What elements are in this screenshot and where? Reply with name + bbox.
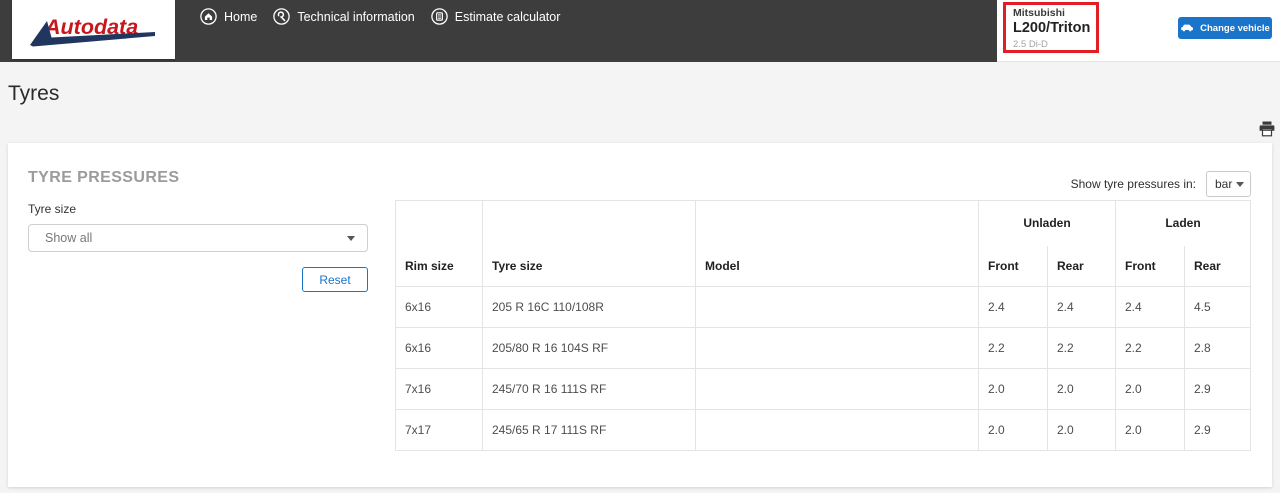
group-header-laden: Laden — [1115, 200, 1251, 246]
cell-laden-rear: 2.9 — [1184, 368, 1251, 410]
cell-model — [695, 368, 979, 410]
vehicle-model: L200/Triton — [1013, 20, 1091, 37]
home-icon — [200, 8, 217, 25]
col-header-model: Model — [695, 200, 979, 287]
table-row: 7x17 245/65 R 17 111S RF 2.0 2.0 2.0 2.9 — [395, 409, 1251, 451]
reset-button[interactable]: Reset — [302, 267, 368, 292]
col-header-tyre-size: Tyre size — [482, 200, 696, 287]
app-header: Autodata Home Technical information — [0, 0, 1280, 62]
chevron-down-icon — [347, 235, 355, 241]
tyre-pressure-table: Rim size Tyre size Model Unladen Laden F… — [395, 200, 1251, 451]
cell-unladen-front: 2.2 — [978, 327, 1048, 369]
col-header-rim-size: Rim size — [395, 200, 483, 287]
card-title: TYRE PRESSURES — [28, 169, 180, 186]
printer-icon[interactable] — [1259, 121, 1275, 137]
cell-unladen-front: 2.0 — [978, 368, 1048, 410]
cell-model — [695, 327, 979, 369]
cell-laden-front: 2.0 — [1115, 368, 1185, 410]
cell-model — [695, 286, 979, 328]
nav-item-estimate-calculator[interactable]: Estimate calculator — [431, 8, 561, 25]
cell-tyre-size: 205/80 R 16 104S RF — [482, 327, 696, 369]
cell-unladen-rear: 2.2 — [1047, 327, 1116, 369]
cell-model — [695, 409, 979, 451]
calculator-icon — [431, 8, 448, 25]
cell-rim-size: 7x16 — [395, 368, 483, 410]
cell-rim-size: 6x16 — [395, 327, 483, 369]
cell-unladen-rear: 2.0 — [1047, 368, 1116, 410]
tyre-size-filter-label: Tyre size — [28, 202, 77, 216]
cell-unladen-front: 2.0 — [978, 409, 1048, 451]
cell-unladen-rear: 2.0 — [1047, 409, 1116, 451]
cell-unladen-rear: 2.4 — [1047, 286, 1116, 328]
tyre-pressure-table-wrap: Rim size Tyre size Model Unladen Laden F… — [395, 200, 1251, 451]
cell-rim-size: 6x16 — [395, 286, 483, 328]
table-row: 6x16 205/80 R 16 104S RF 2.2 2.2 2.2 2.8 — [395, 327, 1251, 369]
col-header-laden-front: Front — [1115, 245, 1185, 287]
change-vehicle-label: Change vehicle — [1200, 22, 1270, 34]
tyre-pressures-card: TYRE PRESSURES Show tyre pressures in: b… — [8, 143, 1272, 487]
cell-laden-front: 2.2 — [1115, 327, 1185, 369]
cell-laden-rear: 2.9 — [1184, 409, 1251, 451]
unit-label: Show tyre pressures in: — [1070, 177, 1196, 191]
col-header-laden-rear: Rear — [1184, 245, 1251, 287]
col-header-unladen-front: Front — [978, 245, 1048, 287]
logo-swoosh — [29, 20, 155, 46]
selected-vehicle[interactable]: Mitsubishi L200/Triton 2.5 Di-D — [1003, 2, 1099, 53]
autodata-logo-graphic: Autodata — [29, 15, 155, 46]
col-header-unladen-rear: Rear — [1047, 245, 1116, 287]
car-icon — [1180, 23, 1194, 33]
cell-tyre-size: 205 R 16C 110/108R — [482, 286, 696, 328]
unit-row: Show tyre pressures in: bar — [1071, 171, 1251, 197]
cell-tyre-size: 245/65 R 17 111S RF — [482, 409, 696, 451]
nav-item-label: Home — [224, 9, 258, 24]
tyre-size-select[interactable]: Show all — [28, 224, 368, 252]
nav-item-label: Technical information — [297, 9, 415, 24]
nav-item-technical-information[interactable]: Technical information — [273, 8, 415, 25]
page-title: Tyres — [8, 82, 60, 105]
pressure-unit-value: bar — [1215, 177, 1233, 191]
pressure-unit-select[interactable]: bar — [1206, 171, 1251, 197]
table-row: 7x16 245/70 R 16 111S RF 2.0 2.0 2.0 2.9 — [395, 368, 1251, 410]
cell-rim-size: 7x17 — [395, 409, 483, 451]
group-header-unladen: Unladen — [978, 200, 1116, 246]
cell-laden-front: 2.4 — [1115, 286, 1185, 328]
main-nav: Home Technical information Estimate calc… — [200, 8, 560, 25]
cell-tyre-size: 245/70 R 16 111S RF — [482, 368, 696, 410]
table-row: 6x16 205 R 16C 110/108R 2.4 2.4 2.4 4.5 — [395, 286, 1251, 328]
cell-laden-front: 2.0 — [1115, 409, 1185, 451]
change-vehicle-button[interactable]: Change vehicle — [1178, 17, 1272, 39]
wrench-icon — [273, 8, 291, 25]
tyre-size-select-value: Show all — [45, 231, 93, 245]
nav-item-label: Estimate calculator — [454, 9, 561, 24]
nav-item-home[interactable]: Home — [200, 8, 257, 25]
cell-laden-rear: 4.5 — [1184, 286, 1251, 328]
cell-laden-rear: 2.8 — [1184, 327, 1251, 369]
chevron-down-icon — [1236, 181, 1244, 187]
header-right: Mitsubishi L200/Triton 2.5 Di-D Change v… — [997, 0, 1280, 62]
vehicle-make: Mitsubishi — [1013, 7, 1065, 19]
cell-unladen-front: 2.4 — [978, 286, 1048, 328]
autodata-logo[interactable]: Autodata — [12, 0, 175, 59]
vehicle-engine: 2.5 Di-D — [1013, 38, 1048, 50]
